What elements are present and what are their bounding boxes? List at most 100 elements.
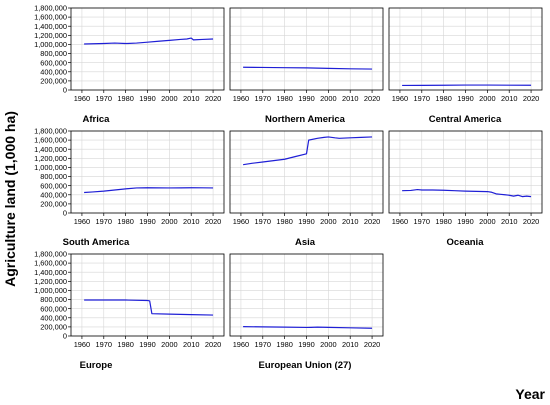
x-tick-label: 1980 <box>276 217 292 226</box>
x-tick-label: 2020 <box>523 217 539 226</box>
x-tick-label: 1990 <box>298 340 314 349</box>
x-tick-label: 1960 <box>233 217 249 226</box>
panel-asia: 1960 1970 1980 1990 2000 2010 2020 Asia <box>229 130 384 248</box>
series-line <box>243 136 373 166</box>
x-tick-label: 2010 <box>183 217 199 226</box>
x-tick-label: 1990 <box>298 94 314 103</box>
x-tick-label: 2010 <box>342 340 358 349</box>
y-tick-label: 1,200,000 <box>34 31 67 40</box>
y-tick-label: 1,800,000 <box>34 127 67 136</box>
panel-europe: 1960 1970 1980 1990 2000 2010 2020 0200,000400,… <box>34 250 225 371</box>
panel-title: South America <box>63 237 130 248</box>
series-line <box>243 66 373 70</box>
x-tick-label: 1980 <box>435 217 451 226</box>
x-tick-label: 2000 <box>320 340 336 349</box>
x-tick-label: 1970 <box>255 340 271 349</box>
y-tick-label: 800,000 <box>40 172 67 181</box>
x-tick-label: 2020 <box>364 94 380 103</box>
x-tick-label: 1990 <box>457 217 473 226</box>
x-tick-label: 1970 <box>255 217 271 226</box>
x-tick-label: 1980 <box>435 94 451 103</box>
series-line <box>243 326 373 329</box>
x-tick-label: 2020 <box>523 94 539 103</box>
x-tick-label: 2010 <box>342 94 358 103</box>
x-tick-label: 1980 <box>117 94 133 103</box>
x-tick-label: 2010 <box>501 94 517 103</box>
x-tick-label: 1960 <box>233 340 249 349</box>
panel-title: European Union (27) <box>259 360 352 371</box>
x-tick-label: 1960 <box>74 217 90 226</box>
panel-title: Europe <box>80 360 113 371</box>
y-tick-label: 600,000 <box>40 304 67 313</box>
y-tick-label: 800,000 <box>40 295 67 304</box>
y-tick-label: 1,000,000 <box>34 163 67 172</box>
x-tick-label: 1960 <box>233 94 249 103</box>
y-tick-label: 400,000 <box>40 67 67 76</box>
series-line <box>84 37 214 45</box>
panel-european-union-27: 1960 1970 1980 1990 2000 2010 2020 European Uni… <box>229 253 384 371</box>
panels: 1960 1970 1980 1990 2000 2010 20200200,000400,… <box>34 4 543 371</box>
x-tick-label: 2000 <box>161 340 177 349</box>
x-tick-label: 1970 <box>96 94 112 103</box>
y-tick-label: 1,600,000 <box>34 13 67 22</box>
x-tick-label: 2000 <box>161 94 177 103</box>
y-tick-label: 600,000 <box>40 58 67 67</box>
x-tick-label: 2000 <box>479 217 495 226</box>
x-tick-label: 2020 <box>205 94 221 103</box>
x-tick-label: 2020 <box>205 217 221 226</box>
y-tick-label: 1,600,000 <box>34 136 67 145</box>
x-tick-label: 1970 <box>255 94 271 103</box>
y-tick-label: 0 <box>63 332 67 341</box>
x-tick-label: 1980 <box>276 94 292 103</box>
x-tick-label: 1980 <box>117 217 133 226</box>
x-tick-label: 2000 <box>320 94 336 103</box>
x-tick-label: 2000 <box>479 94 495 103</box>
y-tick-label: 1,800,000 <box>34 250 67 259</box>
y-tick-label: 1,000,000 <box>34 286 67 295</box>
series-line <box>84 187 214 194</box>
panel-south-america: 1960 1970 1980 1990 2000 2010 2020 0200,000400,… <box>34 127 225 248</box>
x-tick-label: 2000 <box>320 217 336 226</box>
y-tick-label: 600,000 <box>40 181 67 190</box>
y-tick-label: 1,200,000 <box>34 154 67 163</box>
y-axis-title: Agriculture land (1,000 ha) <box>2 111 18 287</box>
panel-central-america: 1960 1970 1980 1990 2000 2010 2020 Central Amer… <box>388 7 543 125</box>
panel-oceania: 1960 1970 1980 1990 2000 2010 2020 Oceania <box>388 130 543 248</box>
y-tick-label: 800,000 <box>40 49 67 58</box>
x-tick-label: 1960 <box>74 340 90 349</box>
y-tick-label: 200,000 <box>40 76 67 85</box>
panel-title: Oceania <box>447 237 485 248</box>
x-tick-label: 2010 <box>183 94 199 103</box>
panel-northern-america: 1960 1970 1980 1990 2000 2010 2020 Northern Ame… <box>229 7 384 125</box>
x-tick-label: 1980 <box>117 340 133 349</box>
x-tick-label: 1970 <box>96 217 112 226</box>
y-tick-label: 1,400,000 <box>34 268 67 277</box>
y-tick-label: 400,000 <box>40 313 67 322</box>
x-tick-label: 1980 <box>276 340 292 349</box>
x-tick-label: 2020 <box>364 340 380 349</box>
y-tick-label: 1,200,000 <box>34 277 67 286</box>
x-tick-label: 1990 <box>139 340 155 349</box>
x-tick-label: 1970 <box>414 217 430 226</box>
series-line <box>84 299 214 316</box>
x-tick-label: 2010 <box>342 217 358 226</box>
x-tick-label: 1960 <box>392 94 408 103</box>
x-tick-label: 2000 <box>161 217 177 226</box>
y-tick-label: 1,600,000 <box>34 259 67 268</box>
x-tick-label: 1990 <box>298 217 314 226</box>
x-tick-label: 2010 <box>501 217 517 226</box>
panel-title: Africa <box>83 114 111 125</box>
x-tick-label: 2020 <box>205 340 221 349</box>
panel-title: Northern America <box>265 114 346 125</box>
x-tick-label: 1990 <box>139 94 155 103</box>
x-tick-label: 1960 <box>74 94 90 103</box>
y-tick-label: 0 <box>63 209 67 218</box>
panel-title: Central America <box>429 114 502 125</box>
y-tick-label: 1,400,000 <box>34 22 67 31</box>
y-tick-label: 1,800,000 <box>34 4 67 13</box>
x-tick-label: 1990 <box>457 94 473 103</box>
x-tick-label: 2020 <box>364 217 380 226</box>
panel-title: Asia <box>295 237 316 248</box>
x-tick-label: 1990 <box>139 217 155 226</box>
